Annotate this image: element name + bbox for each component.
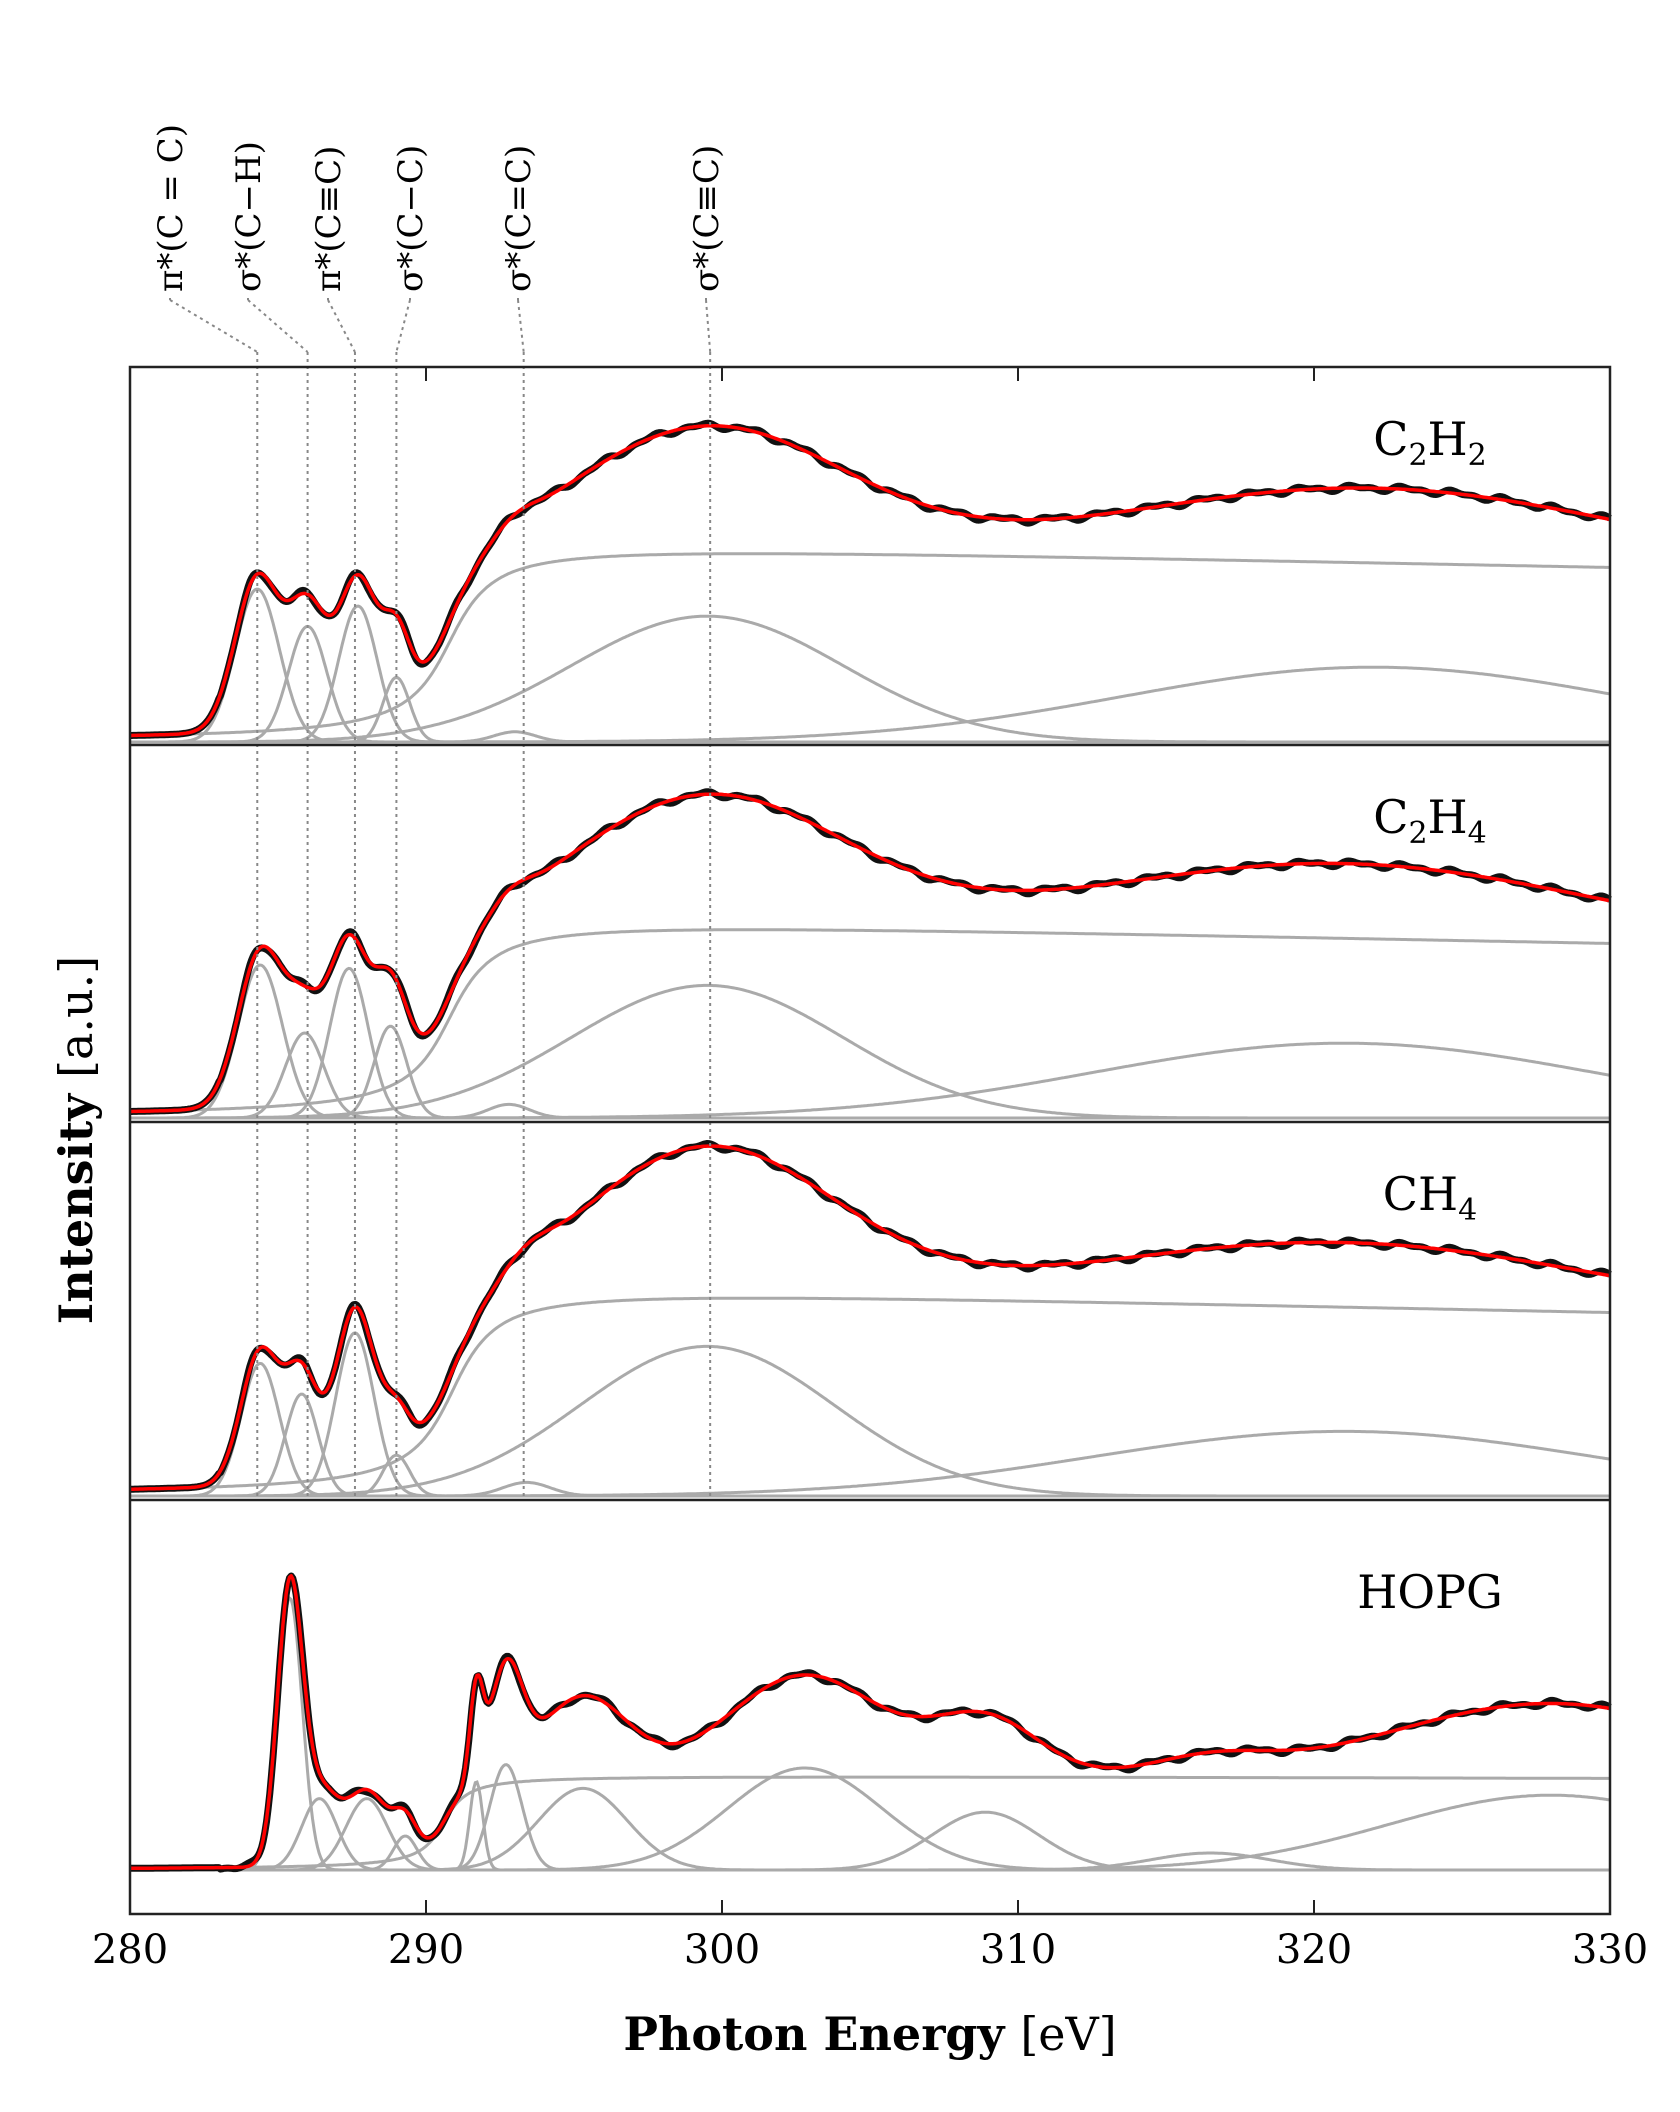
panel-label-hopg: HOPG	[1357, 1565, 1503, 1619]
x-tick-label-290: 290	[388, 1927, 464, 1973]
panel-label-c2h2: C2​H2​	[1373, 412, 1487, 473]
panel-3-peak-component-8	[130, 1810, 1610, 1872]
peak-label-1: σ*(C−H)	[229, 141, 269, 292]
panel-0-peak-component-5	[130, 614, 1610, 744]
peak-label-4: σ*(C=C)	[499, 145, 539, 292]
panel-1-peak-component-5	[130, 983, 1610, 1120]
panel-0-peak-component-6	[130, 665, 1611, 744]
panel-2-peak-component-5	[130, 1344, 1610, 1498]
peak-leader-1	[247, 299, 309, 353]
panel-1-peak-component-0	[130, 963, 1610, 1120]
x-tick-label-280: 280	[92, 1927, 168, 1973]
panel-label-c2h4: C2​H4​	[1373, 790, 1487, 851]
panel-2-step-component	[129, 1296, 1610, 1491]
panel-3-peak-component-1	[130, 1797, 1610, 1872]
panel-3-peak-component-10	[130, 1793, 1611, 1872]
panel-label-ch4: CH4​	[1383, 1167, 1477, 1228]
panel-3-fit-curve	[129, 1574, 1611, 1871]
panel-2-peak-component-1	[130, 1392, 1610, 1498]
panel-3-step-component	[130, 1775, 1610, 1870]
peak-leader-5	[705, 299, 712, 353]
panel-0-fit-curve	[129, 424, 1611, 738]
panel-2-fit-curve	[129, 1144, 1611, 1491]
x-tick-label-330: 330	[1572, 1927, 1648, 1973]
panel-3-peak-component-2	[130, 1797, 1610, 1872]
panel-1-step-component	[130, 928, 1611, 1113]
peak-leader-2	[327, 299, 356, 353]
panel-0-step-component	[130, 552, 1611, 737]
panel-2-peak-component-6	[130, 1429, 1611, 1498]
peak-label-3: σ*(C−C)	[391, 145, 431, 292]
peak-leader-0	[169, 299, 258, 353]
x-axis-title: Photon Energy [eV]	[623, 2007, 1116, 2061]
panel-1-peak-component-6	[130, 1041, 1611, 1120]
panel-2-peak-component-2	[130, 1331, 1610, 1498]
peak-label-0: π*(C = C)	[151, 124, 191, 292]
x-tick-label-300: 300	[684, 1927, 760, 1973]
peak-label-2: π*(C≡C)	[309, 146, 349, 292]
plot-frame	[128, 365, 1612, 1916]
peak-leader-3	[395, 299, 411, 353]
panel-1-fit-curve	[129, 792, 1611, 1114]
peak-label-5: σ*(C≡C)	[687, 145, 727, 292]
peak-leader-4	[517, 299, 525, 353]
x-tick-label-310: 310	[980, 1927, 1056, 1973]
x-tick-label-320: 320	[1276, 1927, 1352, 1973]
y-axis-title: Intensity [a.u.]	[49, 956, 103, 1324]
panel-0-peak-component-1	[130, 624, 1610, 744]
